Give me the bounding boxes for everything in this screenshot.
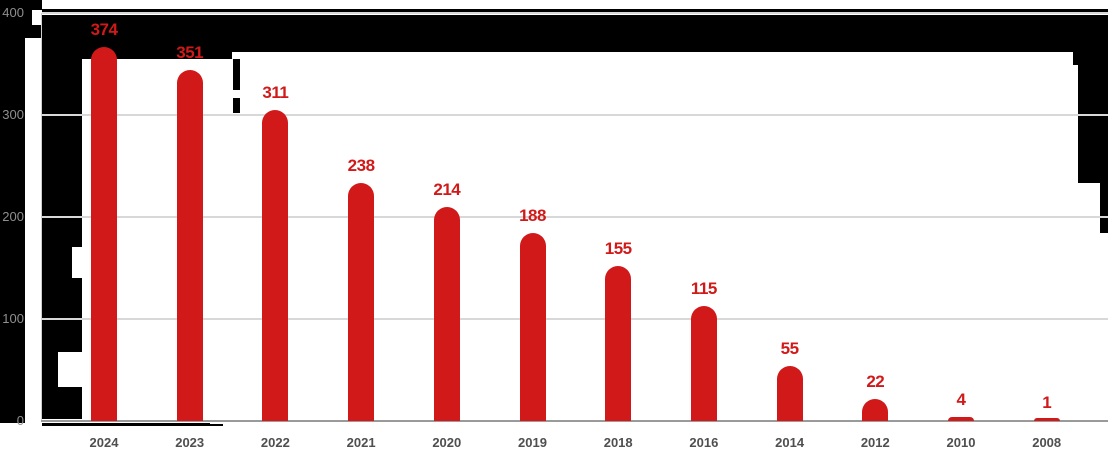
- bar-value-2014: 55: [780, 339, 799, 358]
- x-axis-label-2024: 2024: [89, 435, 119, 450]
- bar-2010[interactable]: [948, 417, 974, 421]
- glitch-white-rect: [72, 247, 82, 278]
- bar-value-2022: 311: [262, 83, 289, 102]
- x-axis-label-2012: 2012: [860, 435, 890, 450]
- glitch-black-rect: [1078, 65, 1108, 183]
- bar-value-2018: 155: [604, 239, 632, 258]
- glitch-white-rect: [58, 352, 82, 387]
- gridline-300: [42, 114, 1108, 116]
- y-axis-tick-200: 200: [2, 209, 24, 224]
- bar-value-2020: 214: [433, 180, 461, 199]
- x-axis-label-2014: 2014: [775, 435, 805, 450]
- bar-2020[interactable]: [433, 207, 460, 421]
- y-axis-tick-300: 300: [2, 107, 24, 122]
- x-axis-label-2018: 2018: [603, 435, 633, 450]
- bar-value-2021: 238: [347, 156, 375, 175]
- y-axis-tick-100: 100: [2, 311, 24, 326]
- x-axis-label-2023: 2023: [175, 435, 205, 450]
- glitch-black-rect: [0, 0, 25, 423]
- gridline-400: [42, 12, 1108, 14]
- bar-2016[interactable]: [690, 306, 717, 421]
- bar-2019[interactable]: [519, 233, 546, 421]
- bar-2018[interactable]: [605, 266, 632, 421]
- bar-2023[interactable]: [176, 70, 203, 421]
- x-axis-label-2022: 2022: [260, 435, 290, 450]
- bar-value-2019: 188: [519, 206, 546, 225]
- x-axis-label-2008: 2008: [1032, 435, 1062, 450]
- bar-value-2024: 374: [90, 20, 118, 39]
- glitch-black-rect: [42, 15, 1108, 52]
- bar-2024[interactable]: [91, 47, 117, 421]
- bar-2014[interactable]: [776, 366, 803, 421]
- bar-2008[interactable]: [1033, 418, 1060, 421]
- bar-2021[interactable]: [348, 183, 375, 421]
- bar-value-2010: 4: [956, 390, 966, 409]
- y-axis-line: [41, 13, 42, 421]
- bar-value-2008: 1: [1042, 393, 1052, 412]
- glitch-white-rect: [32, 10, 42, 25]
- bar-2022[interactable]: [262, 110, 289, 421]
- y-axis-tick-400: 400: [2, 5, 24, 20]
- x-axis-label-2010: 2010: [946, 435, 976, 450]
- gridline-100: [42, 318, 1108, 320]
- glitch-black-rect: [42, 52, 232, 59]
- x-axis-label-2021: 2021: [346, 435, 376, 450]
- x-axis-label-2020: 2020: [432, 435, 462, 450]
- gridline-200: [42, 216, 1108, 218]
- glitch-black-rect: [233, 59, 240, 90]
- x-axis-line: [41, 420, 1108, 422]
- glitch-black-rect: [210, 424, 223, 426]
- glitch-black-rect: [42, 9, 1108, 13]
- bar-value-2023: 351: [176, 43, 204, 62]
- x-axis-label-2016: 2016: [689, 435, 719, 450]
- bar-2012[interactable]: [862, 399, 889, 421]
- glitch-black-rect: [1073, 52, 1108, 65]
- bar-value-2012: 22: [866, 372, 885, 391]
- x-axis-label-2019: 2019: [518, 435, 547, 450]
- bar-value-2016: 115: [690, 279, 717, 298]
- glitch-black-rect: [42, 423, 210, 426]
- glitch-black-rect: [1100, 183, 1108, 233]
- glitch-black-rect: [233, 98, 240, 113]
- y-axis-tick-0: 0: [16, 413, 24, 428]
